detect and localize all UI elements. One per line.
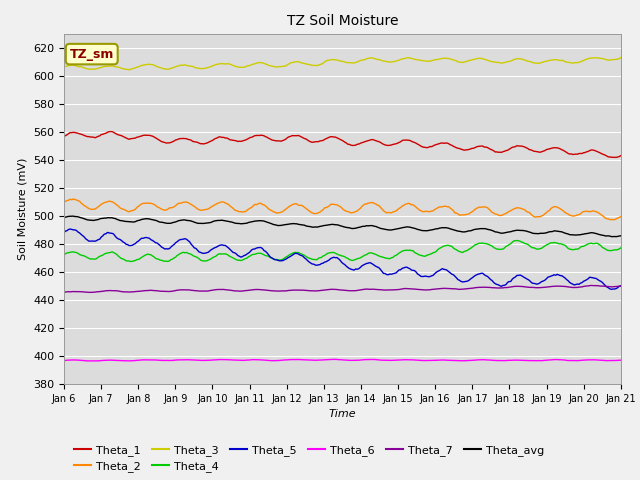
Theta_5 xyxy=(246,249,254,255)
Theta_2 xyxy=(617,214,625,219)
Theta_3 xyxy=(617,55,625,60)
Theta_6 xyxy=(130,358,138,363)
Theta_4 xyxy=(589,241,596,247)
Theta_5 xyxy=(130,241,138,247)
Line: Theta_7: Theta_7 xyxy=(64,286,621,292)
Text: TZ_sm: TZ_sm xyxy=(70,48,114,60)
Theta_5 xyxy=(228,248,236,254)
Theta_4 xyxy=(130,258,138,264)
Theta_3 xyxy=(255,60,263,65)
Theta_avg xyxy=(612,234,620,240)
Theta_1 xyxy=(255,132,263,138)
Theta_2 xyxy=(255,200,263,206)
Theta_7 xyxy=(130,289,138,295)
Theta_avg xyxy=(228,219,236,225)
Theta_6 xyxy=(305,357,313,363)
Theta_6 xyxy=(255,357,263,362)
Theta_4 xyxy=(60,252,68,258)
Theta_3 xyxy=(588,55,595,61)
Theta_6 xyxy=(617,357,625,363)
Theta_1 xyxy=(246,135,254,141)
Theta_avg xyxy=(588,230,595,236)
Line: Theta_4: Theta_4 xyxy=(64,240,621,262)
Theta_avg xyxy=(130,219,138,225)
Theta_2 xyxy=(246,205,254,211)
Theta_6 xyxy=(330,357,338,362)
Theta_6 xyxy=(88,358,96,364)
Theta_2 xyxy=(70,196,77,202)
Theta_2 xyxy=(130,207,138,213)
Theta_7 xyxy=(589,283,596,288)
Theta_1 xyxy=(612,155,620,160)
Theta_5 xyxy=(60,229,68,235)
Theta_7 xyxy=(255,287,263,292)
Theta_3 xyxy=(246,62,254,68)
Theta_avg xyxy=(617,233,625,239)
Theta_1 xyxy=(617,153,625,158)
Theta_1 xyxy=(130,135,138,141)
Title: TZ Soil Moisture: TZ Soil Moisture xyxy=(287,14,398,28)
Theta_avg xyxy=(70,213,77,219)
Theta_6 xyxy=(589,357,596,363)
Theta_7 xyxy=(305,288,313,293)
Theta_1 xyxy=(60,133,68,139)
Theta_2 xyxy=(228,204,236,210)
Theta_7 xyxy=(228,288,236,293)
Legend: Theta_1, Theta_2, Theta_3, Theta_4, Theta_5, Theta_6, Theta_7, Theta_avg: Theta_1, Theta_2, Theta_3, Theta_4, Thet… xyxy=(70,440,549,477)
Theta_4 xyxy=(513,238,521,243)
Theta_4 xyxy=(127,259,134,264)
Theta_7 xyxy=(617,283,625,289)
X-axis label: Time: Time xyxy=(328,409,356,419)
Theta_2 xyxy=(305,208,313,214)
Theta_3 xyxy=(125,67,133,72)
Theta_3 xyxy=(60,64,68,70)
Theta_4 xyxy=(617,245,625,251)
Theta_5 xyxy=(305,259,313,265)
Theta_5 xyxy=(617,283,625,288)
Theta_5 xyxy=(255,245,263,251)
Theta_1 xyxy=(588,147,595,153)
Theta_7 xyxy=(588,283,595,288)
Theta_7 xyxy=(60,289,68,295)
Theta_5 xyxy=(67,226,74,232)
Theta_1 xyxy=(305,138,313,144)
Theta_4 xyxy=(228,254,236,260)
Theta_4 xyxy=(305,255,313,261)
Theta_2 xyxy=(60,199,68,205)
Theta_3 xyxy=(305,61,313,67)
Theta_1 xyxy=(228,137,236,143)
Line: Theta_6: Theta_6 xyxy=(64,360,621,361)
Line: Theta_5: Theta_5 xyxy=(64,229,621,289)
Theta_avg xyxy=(305,224,313,229)
Theta_3 xyxy=(130,65,138,71)
Theta_2 xyxy=(609,217,617,223)
Theta_avg xyxy=(255,218,263,224)
Theta_4 xyxy=(255,251,263,256)
Theta_6 xyxy=(60,358,68,363)
Y-axis label: Soil Moisture (mV): Soil Moisture (mV) xyxy=(17,157,28,260)
Theta_3 xyxy=(228,62,236,68)
Line: Theta_3: Theta_3 xyxy=(64,58,621,70)
Theta_7 xyxy=(246,287,254,293)
Line: Theta_avg: Theta_avg xyxy=(64,216,621,237)
Theta_2 xyxy=(588,209,595,215)
Line: Theta_2: Theta_2 xyxy=(64,199,621,220)
Line: Theta_1: Theta_1 xyxy=(64,132,621,157)
Theta_5 xyxy=(588,275,595,280)
Theta_6 xyxy=(228,357,236,363)
Theta_7 xyxy=(86,289,94,295)
Theta_5 xyxy=(607,287,615,292)
Theta_avg xyxy=(60,215,68,220)
Theta_avg xyxy=(246,219,254,225)
Theta_1 xyxy=(107,129,115,134)
Theta_4 xyxy=(246,253,254,259)
Theta_6 xyxy=(246,357,254,363)
